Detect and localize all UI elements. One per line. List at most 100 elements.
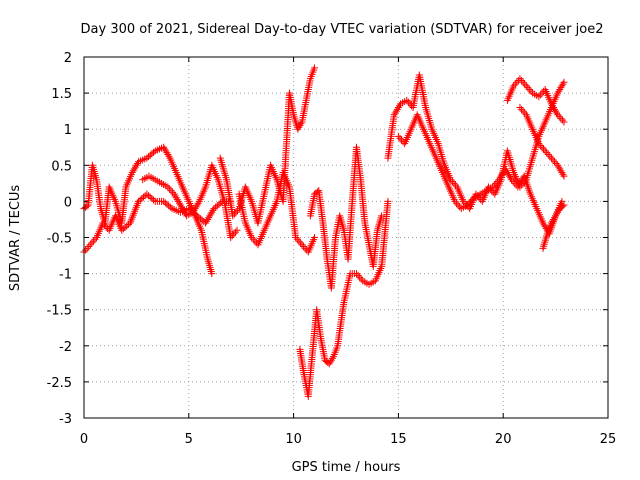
- data-point: [207, 210, 215, 218]
- data-point: [298, 241, 306, 249]
- data-point: [208, 270, 216, 278]
- data-point: [174, 197, 182, 205]
- data-point: [148, 195, 156, 203]
- data-point: [509, 178, 517, 186]
- data-point: [206, 212, 214, 220]
- data-point: [497, 172, 505, 180]
- data-point: [547, 154, 555, 162]
- data-point: [453, 199, 461, 207]
- data-point: [543, 149, 551, 157]
- data-point: [165, 202, 173, 210]
- data-point: [326, 358, 334, 366]
- data-point: [164, 150, 172, 158]
- data-point: [181, 208, 189, 216]
- data-point: [163, 149, 171, 157]
- data-point: [132, 161, 140, 169]
- data-point: [553, 210, 561, 218]
- data-point: [177, 203, 185, 211]
- sat-track-10: [503, 75, 568, 126]
- data-point: [352, 270, 360, 278]
- data-point: [559, 80, 567, 88]
- data-point: [535, 140, 543, 148]
- data-point: [205, 214, 213, 222]
- data-point: [538, 143, 546, 151]
- data-point: [160, 197, 168, 205]
- data-point: [539, 219, 547, 227]
- data-point: [555, 163, 563, 171]
- y-tick-label: 1.5: [51, 87, 72, 102]
- data-point: [550, 215, 558, 223]
- data-point: [123, 222, 131, 230]
- data-point: [556, 85, 564, 93]
- data-point: [519, 107, 527, 115]
- data-point: [552, 107, 560, 115]
- data-point: [193, 212, 201, 220]
- data-point: [553, 109, 561, 117]
- sat-track-7: [306, 143, 386, 292]
- data-point: [451, 197, 459, 205]
- data-point: [498, 170, 506, 178]
- data-point: [176, 201, 184, 209]
- data-point: [554, 89, 562, 97]
- data-point: [210, 205, 218, 213]
- data-point: [86, 241, 94, 249]
- data-point: [251, 237, 259, 245]
- data-point: [541, 223, 549, 231]
- data-point: [82, 246, 90, 254]
- data-point: [91, 235, 99, 243]
- data-point: [516, 75, 524, 83]
- y-tick-label: -3: [59, 412, 72, 427]
- data-point: [550, 104, 558, 112]
- data-point: [192, 203, 200, 211]
- data-point: [398, 136, 406, 144]
- data-point: [233, 226, 241, 234]
- data-point: [165, 152, 173, 160]
- data-point: [522, 82, 530, 90]
- data-point: [547, 219, 555, 227]
- data-point: [162, 147, 170, 155]
- y-tick-label: -0.5: [47, 232, 72, 247]
- data-point: [121, 223, 129, 231]
- x-tick-label: 0: [80, 432, 88, 447]
- sat-track-12: [539, 201, 568, 252]
- data-point: [164, 183, 172, 191]
- data-point: [215, 200, 223, 208]
- data-point: [89, 237, 97, 245]
- data-point: [131, 163, 139, 171]
- data-point: [198, 216, 206, 224]
- data-series: [80, 64, 568, 400]
- data-point: [515, 181, 523, 189]
- data-point: [521, 80, 529, 88]
- y-tick-label: 0.5: [51, 159, 72, 174]
- data-point: [554, 161, 562, 169]
- data-point: [558, 197, 566, 205]
- x-tick-label: 20: [495, 432, 512, 447]
- data-point: [189, 208, 197, 216]
- data-point: [527, 87, 535, 95]
- data-point: [538, 89, 546, 97]
- data-point: [394, 104, 402, 112]
- data-point: [495, 176, 503, 184]
- data-point: [394, 132, 402, 140]
- data-point: [229, 212, 237, 220]
- data-point: [493, 178, 501, 186]
- data-point: [392, 107, 400, 115]
- data-point: [231, 228, 239, 236]
- data-point: [492, 179, 500, 187]
- chart-title: Day 300 of 2021, Sidereal Day-to-day VTE…: [81, 22, 604, 37]
- data-point: [535, 93, 543, 101]
- data-point: [138, 195, 146, 203]
- data-point: [559, 170, 567, 178]
- data-point: [557, 84, 565, 92]
- x-tick-label: 5: [185, 432, 193, 447]
- data-point: [296, 239, 304, 247]
- data-point: [452, 181, 460, 189]
- data-point: [540, 221, 548, 229]
- data-point: [171, 192, 179, 200]
- data-point: [390, 111, 398, 119]
- data-point: [511, 80, 519, 88]
- data-point: [536, 91, 544, 99]
- data-point: [502, 167, 510, 175]
- data-point: [503, 169, 511, 177]
- x-axis-label: GPS time / hours: [292, 460, 401, 475]
